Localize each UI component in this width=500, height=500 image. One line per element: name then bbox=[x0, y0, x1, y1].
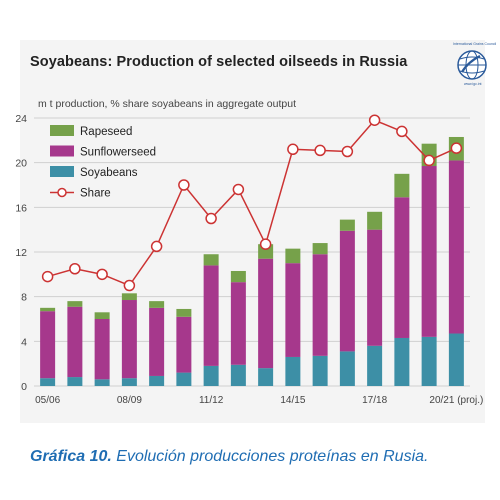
bar-sunflowerseed bbox=[285, 263, 301, 357]
bar-sunflowerseed bbox=[312, 254, 328, 356]
x-tick-label: 14/15 bbox=[280, 395, 305, 406]
share-point bbox=[96, 268, 108, 281]
figure-caption: Gráfica 10. Evolución producciones prote… bbox=[30, 448, 428, 466]
bar-soyabeans bbox=[394, 337, 410, 386]
bar-rapeseed bbox=[67, 301, 83, 307]
caption-text: Evolución producciones proteínas en Rusi… bbox=[116, 448, 429, 465]
bar-soyabeans bbox=[67, 377, 83, 386]
share-point bbox=[205, 212, 217, 225]
bar-soyabeans bbox=[121, 378, 137, 386]
bar-sunflowerseed bbox=[394, 197, 410, 338]
share-point bbox=[368, 114, 381, 126]
y-tick-label: 24 bbox=[15, 113, 27, 125]
y-tick-label: 20 bbox=[15, 158, 27, 170]
bar-sunflowerseed bbox=[121, 300, 137, 379]
bar-sunflowerseed bbox=[258, 258, 274, 369]
bar-rapeseed bbox=[149, 301, 165, 308]
bar-sunflowerseed bbox=[176, 316, 192, 373]
x-tick-label: 11/12 bbox=[199, 395, 224, 406]
bar-sunflowerseed bbox=[448, 160, 464, 334]
chart-subtitle: m t production, % share soyabeans in agg… bbox=[38, 98, 296, 110]
bar-rapeseed bbox=[121, 293, 137, 301]
share-point bbox=[259, 238, 272, 250]
share-point bbox=[69, 263, 81, 275]
share-point bbox=[178, 179, 190, 191]
share-point bbox=[396, 125, 408, 138]
bar-soyabeans bbox=[40, 378, 56, 386]
y-tick-label: 4 bbox=[21, 336, 27, 348]
share-point bbox=[41, 270, 54, 283]
bar-rapeseed bbox=[176, 308, 192, 317]
y-tick-label: 12 bbox=[15, 247, 27, 259]
bar-rapeseed bbox=[339, 219, 355, 231]
bar-rapeseed bbox=[394, 173, 410, 198]
bar-sunflowerseed bbox=[230, 282, 246, 365]
bar-sunflowerseed bbox=[339, 230, 355, 352]
bar-soyabeans bbox=[258, 368, 274, 386]
bar-soyabeans bbox=[176, 372, 192, 386]
x-tick-label: 20/21 (proj.) bbox=[429, 395, 483, 406]
bar-rapeseed bbox=[312, 243, 328, 255]
bar-rapeseed bbox=[40, 307, 56, 312]
bar-soyabeans bbox=[312, 355, 328, 386]
share-point bbox=[123, 279, 136, 292]
bar-sunflowerseed bbox=[367, 229, 383, 346]
bar-soyabeans bbox=[203, 365, 219, 386]
chart-title: Soyabeans: Production of selected oilsee… bbox=[30, 54, 408, 70]
bar-rapeseed bbox=[285, 248, 301, 264]
bar-sunflowerseed bbox=[203, 265, 219, 366]
bar-soyabeans bbox=[94, 379, 110, 386]
bar-soyabeans bbox=[448, 333, 464, 386]
share-line bbox=[47, 119, 457, 287]
share-point bbox=[150, 240, 163, 253]
x-tick-label: 05/06 bbox=[35, 395, 60, 406]
legend-label: Share bbox=[80, 188, 111, 200]
logo-bottom-text: www.igc.int bbox=[464, 82, 482, 86]
bar-rapeseed bbox=[94, 312, 110, 319]
bar-soyabeans bbox=[285, 356, 301, 386]
x-tick-label: 08/09 bbox=[117, 395, 142, 406]
share-point bbox=[232, 183, 245, 196]
bar-rapeseed bbox=[230, 270, 246, 283]
globe-icon bbox=[457, 50, 487, 80]
y-tick-label: 8 bbox=[21, 292, 27, 304]
bar-soyabeans bbox=[339, 351, 355, 386]
caption-label: Gráfica 10. bbox=[30, 448, 112, 465]
bar-soyabeans bbox=[230, 364, 246, 386]
bar-rapeseed bbox=[367, 211, 383, 230]
share-point bbox=[287, 143, 299, 156]
legend-label: Soyabeans bbox=[80, 167, 138, 179]
share-point bbox=[423, 154, 435, 167]
bar-sunflowerseed bbox=[94, 319, 110, 380]
legend-swatch bbox=[50, 166, 74, 177]
bar-sunflowerseed bbox=[149, 307, 165, 376]
legend-label: Sunflowerseed bbox=[80, 147, 156, 159]
y-tick-label: 0 bbox=[21, 381, 27, 393]
x-tick-label: 17/18 bbox=[362, 395, 387, 406]
legend-swatch bbox=[50, 145, 74, 157]
legend-swatch bbox=[50, 125, 74, 136]
share-point bbox=[341, 145, 354, 158]
bar-soyabeans bbox=[421, 336, 437, 386]
logo-top-text: International Grains Council bbox=[453, 42, 497, 46]
igc-logo: International Grains Council www.igc.int bbox=[452, 42, 496, 88]
share-point bbox=[450, 142, 463, 154]
legend-marker bbox=[57, 187, 67, 198]
share-point bbox=[314, 144, 326, 157]
bar-sunflowerseed bbox=[67, 306, 83, 378]
bar-sunflowerseed bbox=[421, 166, 437, 337]
bar-soyabeans bbox=[367, 345, 383, 386]
bar-soyabeans bbox=[149, 375, 165, 386]
bar-rapeseed bbox=[203, 254, 219, 266]
bar-sunflowerseed bbox=[40, 311, 56, 379]
y-tick-label: 16 bbox=[15, 202, 27, 214]
legend-label: Rapeseed bbox=[80, 126, 132, 138]
